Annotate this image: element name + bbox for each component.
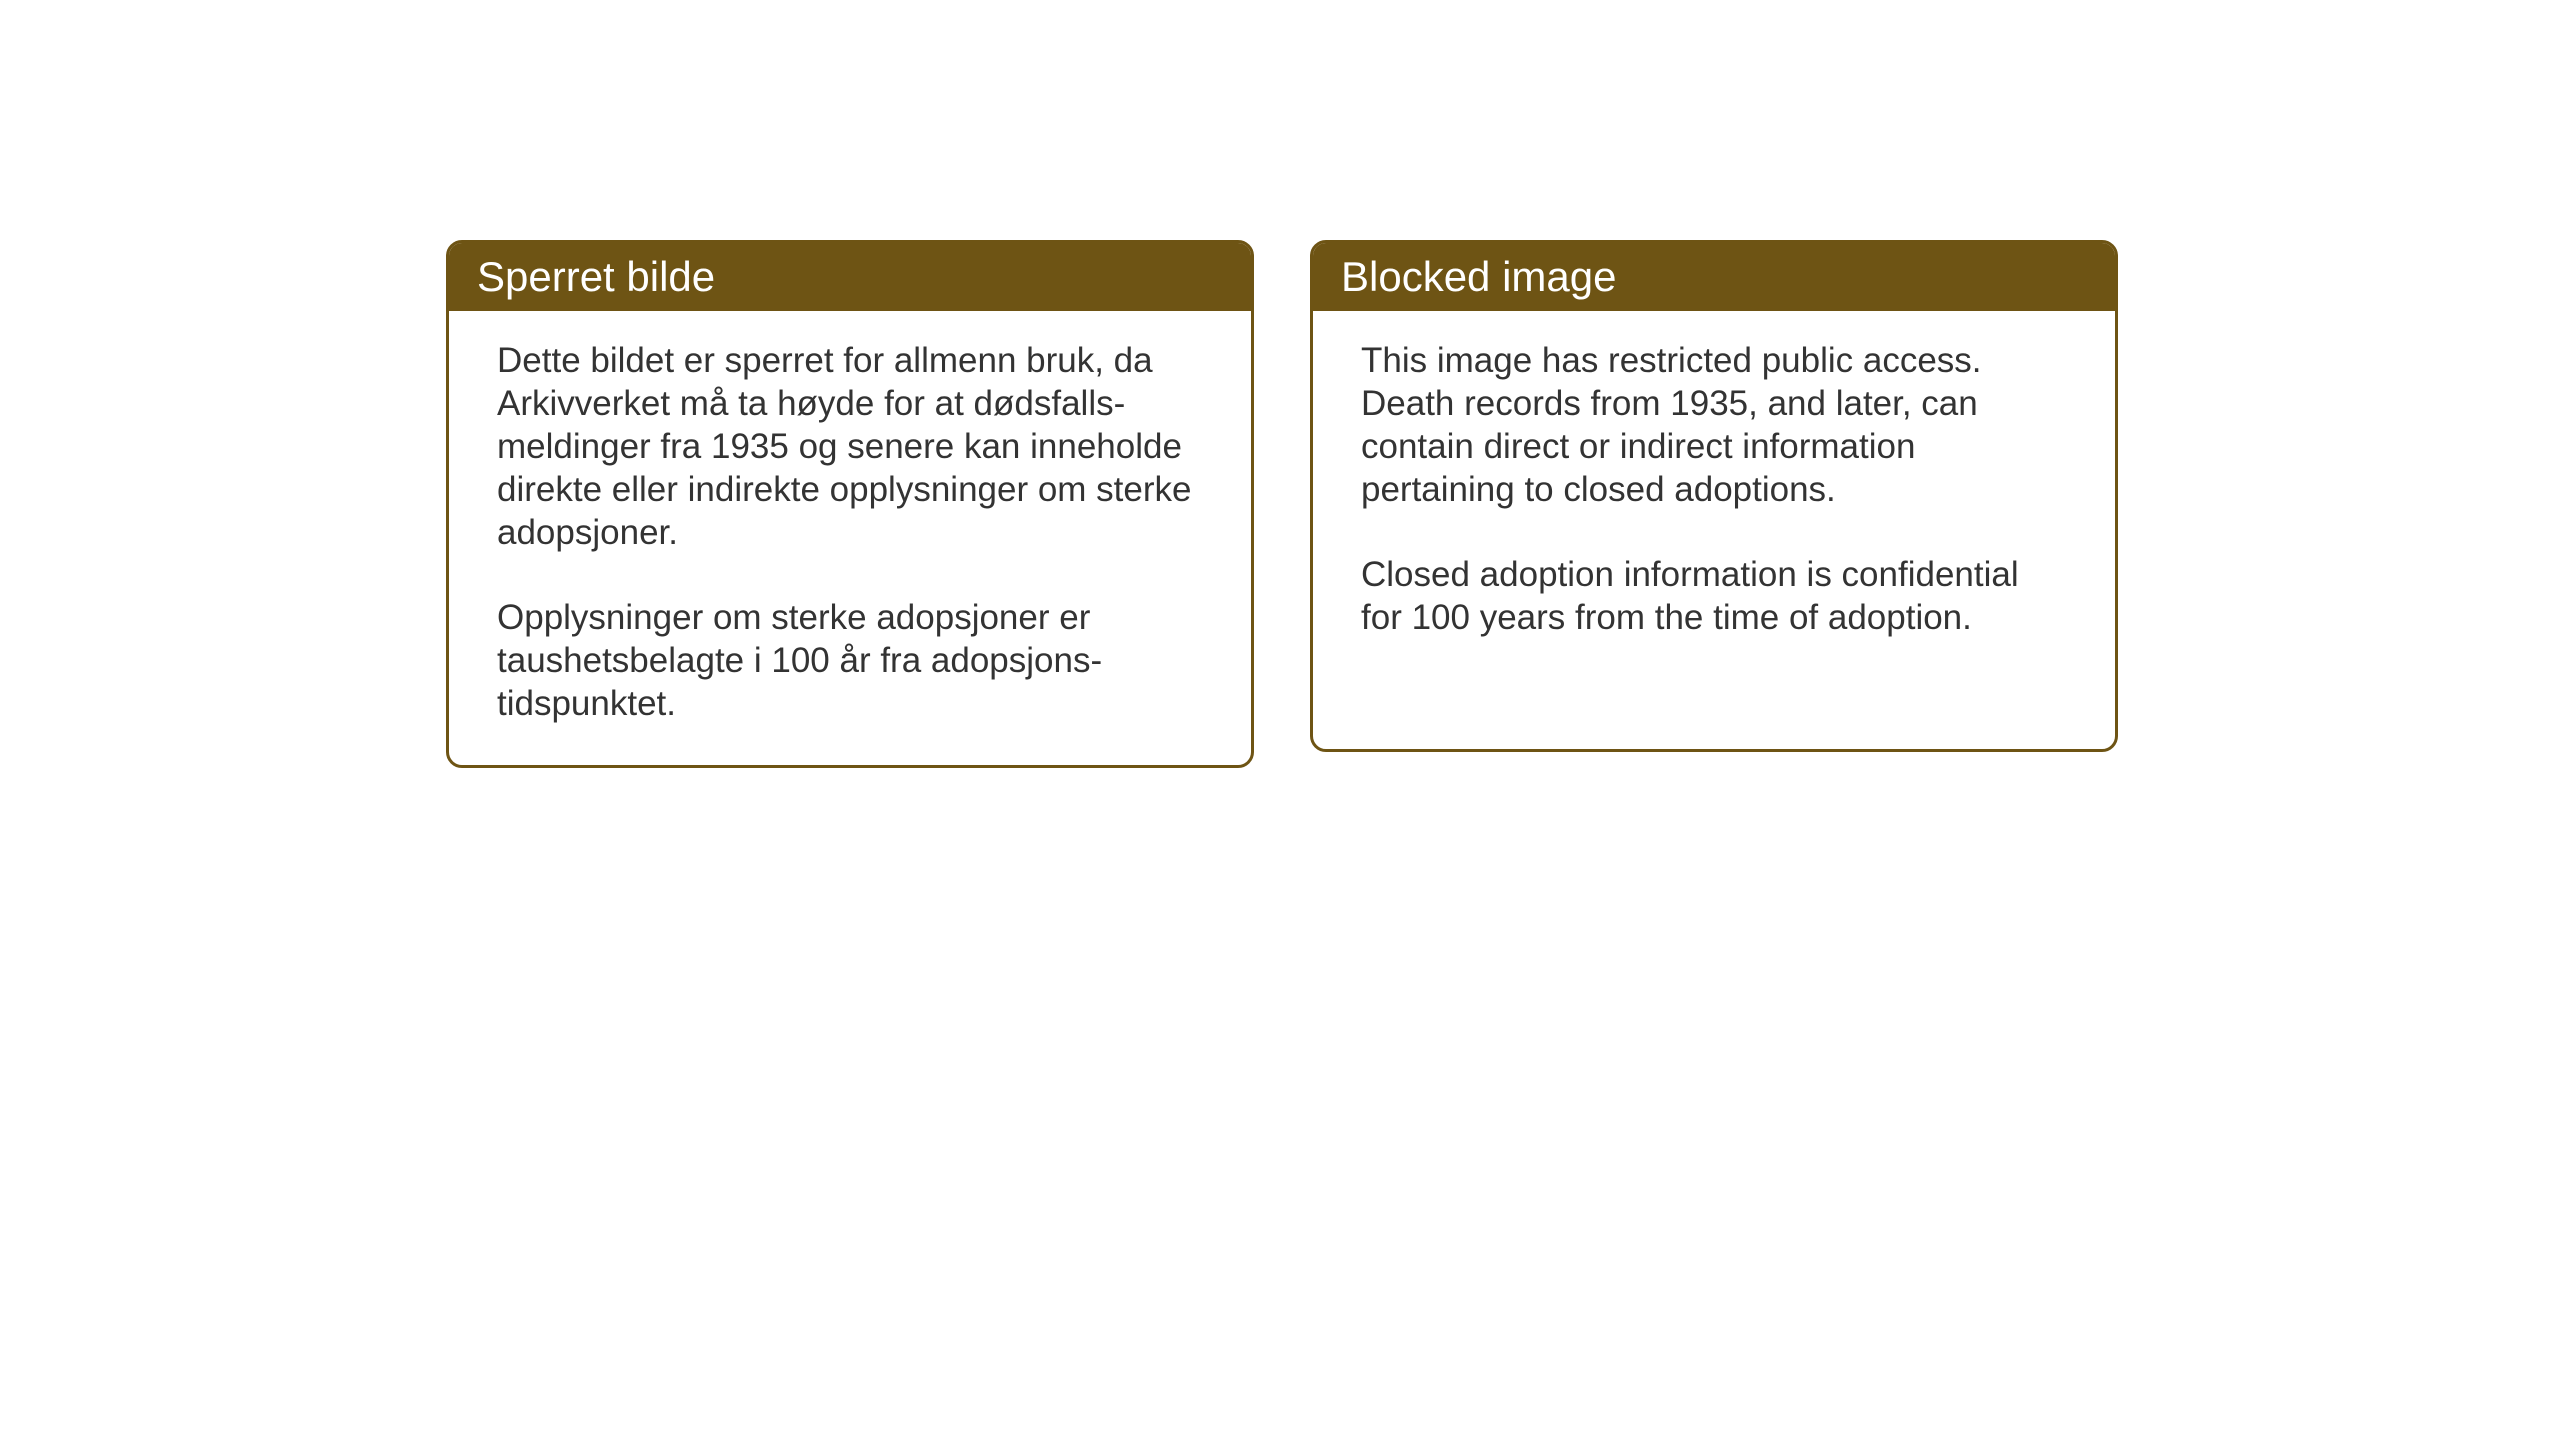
card-english: Blocked image This image has restricted … bbox=[1310, 240, 2118, 752]
card-norwegian-body: Dette bildet er sperret for allmenn bruk… bbox=[449, 311, 1251, 765]
card-norwegian-paragraph-2: Opplysninger om sterke adopsjoner er tau… bbox=[497, 596, 1203, 725]
card-norwegian: Sperret bilde Dette bildet er sperret fo… bbox=[446, 240, 1254, 768]
card-english-paragraph-2: Closed adoption information is confident… bbox=[1361, 553, 2067, 639]
card-english-header: Blocked image bbox=[1313, 243, 2115, 311]
card-english-paragraph-1: This image has restricted public access.… bbox=[1361, 339, 2067, 511]
card-english-body: This image has restricted public access.… bbox=[1313, 311, 2115, 679]
card-norwegian-paragraph-1: Dette bildet er sperret for allmenn bruk… bbox=[497, 339, 1203, 554]
card-norwegian-header: Sperret bilde bbox=[449, 243, 1251, 311]
cards-container: Sperret bilde Dette bildet er sperret fo… bbox=[446, 240, 2118, 768]
